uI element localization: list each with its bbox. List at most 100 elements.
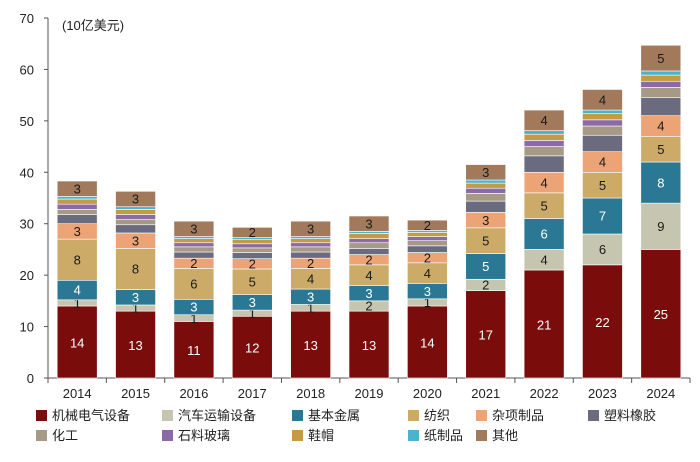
bar-segment <box>115 209 156 215</box>
bar-segment <box>582 171 623 199</box>
bar-segment <box>231 315 273 379</box>
bar-segment <box>582 109 623 114</box>
data-label: 4 <box>540 252 547 267</box>
legend-label: 纺织 <box>424 409 450 424</box>
legend-swatch <box>292 430 303 441</box>
y-tick-label: 0 <box>27 371 34 386</box>
bar-segment <box>523 109 565 131</box>
bar-segment <box>465 179 507 184</box>
bar-segment <box>640 87 682 99</box>
data-label: 21 <box>537 317 551 332</box>
data-label: 6 <box>540 227 547 242</box>
bar-segment <box>582 197 623 235</box>
bar-segment <box>407 236 448 241</box>
data-label: 1 <box>307 300 314 315</box>
bar-segment <box>407 219 448 231</box>
x-tick-label: 2016 <box>179 386 208 401</box>
data-label: 4 <box>365 268 372 283</box>
bar-segment <box>290 238 331 244</box>
axes: 0 10 20 30 40 50 60 70 2014 2015 2016 2017 2018 2019 2… <box>20 11 691 401</box>
data-label: 3 <box>365 216 372 231</box>
bar-segment <box>115 214 156 220</box>
bar-segment <box>56 180 98 197</box>
data-label: 3 <box>482 165 489 180</box>
bar-segment <box>290 242 331 248</box>
data-label: 7 <box>599 209 606 224</box>
data-label: 4 <box>657 119 664 134</box>
bar-segment <box>173 246 215 253</box>
bar-segment <box>582 125 623 136</box>
bar-segment <box>115 219 156 226</box>
bar-segment <box>290 251 331 259</box>
data-label: 3 <box>365 286 372 301</box>
data-label: 2 <box>365 252 372 267</box>
legend-swatch <box>588 410 599 421</box>
bar-segment <box>348 233 390 239</box>
bar-segment <box>115 224 156 234</box>
bar-segment <box>290 246 331 253</box>
data-label: 4 <box>540 113 547 128</box>
bar-segment <box>640 80 682 88</box>
bar-segment <box>523 133 565 141</box>
data-label: 11 <box>187 343 201 358</box>
bar-segment <box>173 251 215 259</box>
legend-swatch <box>408 410 419 421</box>
bar-segment <box>173 268 215 300</box>
bar-segment <box>465 253 507 280</box>
data-label: 5 <box>482 233 489 248</box>
data-label: 4 <box>307 271 314 286</box>
bar-segment <box>523 155 565 173</box>
bar-segment <box>465 187 507 194</box>
data-label: 1 <box>424 295 431 310</box>
data-label: 5 <box>657 142 664 157</box>
legend-swatch <box>162 410 173 421</box>
bar-segment <box>407 305 448 379</box>
bar-segment <box>348 238 390 244</box>
bar-segment <box>290 310 331 379</box>
data-label: 4 <box>599 155 606 170</box>
bar-segment <box>56 198 98 205</box>
bar-segment <box>640 97 682 117</box>
y-tick-label: 20 <box>20 268 34 283</box>
unit-label: (10亿美元) <box>62 18 124 33</box>
data-label: 5 <box>599 178 606 193</box>
data-label: 4 <box>540 175 547 190</box>
bar-segment <box>290 220 331 237</box>
legend-swatch <box>408 430 419 441</box>
bar-segment <box>582 119 623 127</box>
bar-segment <box>173 220 215 237</box>
bar-segment <box>173 321 215 379</box>
data-label: 5 <box>657 51 664 66</box>
bar-segment <box>640 202 682 250</box>
bar-segment <box>56 238 98 281</box>
data-label: 2 <box>307 256 314 271</box>
bar-segment <box>523 146 565 157</box>
bar-segment <box>465 290 507 379</box>
bar-segment <box>640 74 682 82</box>
bar-segment <box>465 200 507 213</box>
bar-segment <box>582 113 623 121</box>
legend-label: 石料玻璃 <box>178 429 230 444</box>
x-tick-label: 2023 <box>588 386 617 401</box>
bar-segment <box>231 227 273 238</box>
legend-label: 化工 <box>52 429 78 444</box>
bar-segment <box>348 248 390 255</box>
legend-swatch <box>292 410 303 421</box>
data-label: 3 <box>307 222 314 237</box>
data-label: 6 <box>599 242 606 257</box>
data-label: 2 <box>424 218 431 233</box>
x-tick-label: 2021 <box>471 386 500 401</box>
x-tick-label: 2014 <box>63 386 92 401</box>
bar-segment <box>115 310 156 379</box>
data-label: 2 <box>249 257 256 272</box>
x-tick-label: 2018 <box>296 386 325 401</box>
bar-segment <box>465 193 507 202</box>
data-label: 3 <box>132 290 139 305</box>
bar-segment <box>523 140 565 147</box>
data-label: 3 <box>190 300 197 315</box>
data-label: 3 <box>249 295 256 310</box>
x-tick-label: 2022 <box>530 386 559 401</box>
data-label: 2 <box>482 278 489 293</box>
data-label: 2 <box>365 299 372 314</box>
